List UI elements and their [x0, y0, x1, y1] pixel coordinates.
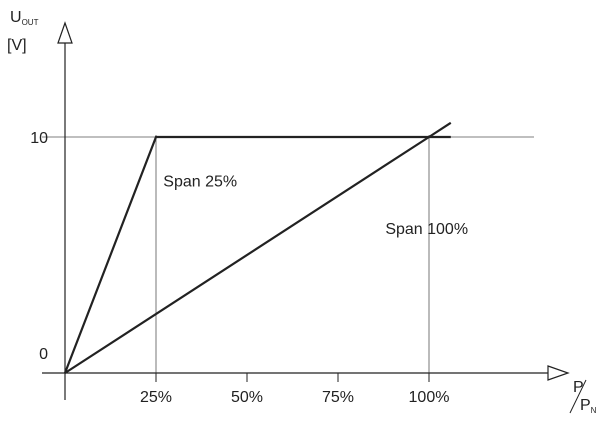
x-tick-label: 75%	[322, 389, 354, 406]
x-tick-label: 50%	[231, 389, 263, 406]
series-line	[63, 135, 451, 374]
series-line	[64, 121, 452, 374]
series	[63, 121, 452, 374]
y-tick-label: 10	[30, 130, 48, 147]
x-label-den-main: P	[580, 397, 591, 414]
annotation-label: Span 25%	[163, 174, 237, 191]
x-axis-arrow	[547, 365, 570, 381]
x-tick-label: 25%	[140, 389, 172, 406]
y-label-main: U	[10, 9, 22, 26]
x-label-denominator: PN	[580, 397, 597, 415]
y-axis-arrow	[57, 21, 73, 44]
annotation-label: Span 100%	[385, 221, 468, 238]
x-label-numerator: P	[573, 379, 584, 396]
y-axis-unit: [V]	[7, 37, 27, 54]
x-label-den-sub: N	[591, 406, 597, 415]
annotations: Span 25% Span 100%	[163, 174, 468, 238]
axes	[42, 21, 570, 400]
labels: UOUT [V] P PN	[7, 9, 597, 415]
reference-lines	[42, 135, 534, 373]
y-tick-label: 0	[39, 346, 48, 363]
ticks: 25% 50% 75% 100% 0 10	[30, 130, 449, 406]
y-axis-label: UOUT	[10, 9, 39, 27]
x-tick-label: 100%	[409, 389, 450, 406]
x-label-slash	[569, 379, 587, 414]
y-label-sub: OUT	[22, 18, 39, 27]
